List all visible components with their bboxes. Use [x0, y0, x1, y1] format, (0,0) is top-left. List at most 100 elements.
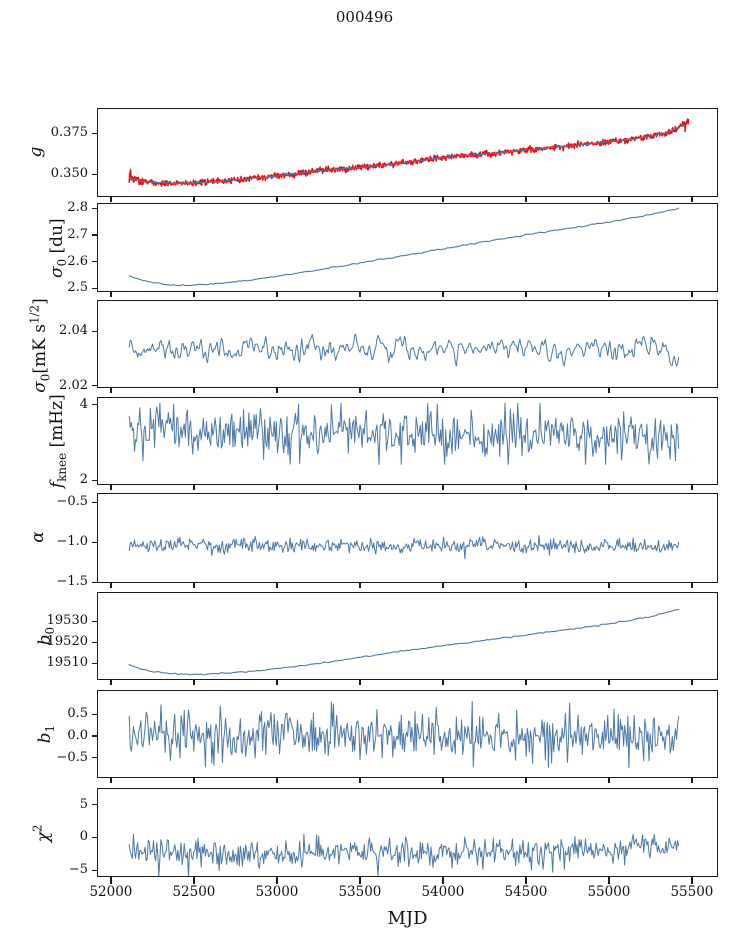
x-tick-mark — [193, 778, 195, 783]
x-tick-mark — [442, 583, 444, 588]
x-tick-mark — [525, 485, 527, 490]
x-tick-mark — [525, 680, 527, 685]
y-tick-label: 0.5 — [67, 706, 88, 722]
sigma0-du-series-canvas — [98, 204, 717, 291]
y-tick-label: −5 — [68, 862, 88, 878]
x-tick-mark — [276, 778, 278, 783]
x-tick-mark — [525, 197, 527, 202]
x-tick-mark — [276, 583, 278, 588]
y-tick-mark — [92, 869, 97, 871]
y-tick-mark — [92, 501, 97, 503]
x-tick-mark — [691, 877, 693, 884]
plot-title: 000496 — [335, 8, 394, 26]
b1-series-canvas — [98, 691, 717, 777]
y-tick-mark — [92, 804, 97, 806]
y-tick-mark — [92, 836, 97, 839]
y-tick-mark — [92, 479, 97, 481]
b0-series-canvas — [98, 593, 717, 679]
x-tick-mark — [276, 485, 278, 490]
y-tick-label: −1.0 — [56, 534, 88, 549]
y-tick-label: 2 — [79, 472, 88, 488]
y-tick-mark — [92, 757, 97, 759]
x-tick-mark — [359, 197, 361, 202]
x-tick-mark — [276, 292, 278, 297]
y-tick-label: 19510 — [46, 655, 88, 671]
x-tick-mark — [110, 680, 112, 685]
panel-sigma0-mks — [97, 300, 718, 388]
x-tick-mark — [276, 877, 278, 884]
x-tick-mark — [193, 680, 195, 685]
x-axis-label: MJD — [387, 908, 428, 929]
x-tick-mark — [193, 292, 195, 297]
x-tick-mark — [276, 197, 278, 202]
x-tick-mark — [359, 388, 361, 393]
x-tick-mark — [691, 680, 693, 685]
x-tick-mark — [359, 778, 361, 783]
x-tick-mark — [276, 680, 278, 685]
x-tick-mark — [525, 292, 527, 297]
y-tick-label: 0.350 — [50, 166, 88, 182]
x-tick-mark — [110, 778, 112, 783]
y-tick-label: −1.5 — [56, 574, 88, 589]
panel-fknee — [97, 397, 718, 485]
x-tick-mark — [442, 197, 444, 202]
y-tick-label: 2.04 — [59, 323, 88, 339]
panel-sigma0-du — [97, 203, 718, 292]
alpha-series-canvas — [98, 494, 717, 582]
x-tick-mark — [359, 877, 361, 884]
x-tick-mark — [442, 388, 444, 393]
x-tick-mark — [691, 292, 693, 297]
x-tick-mark — [608, 292, 610, 297]
y-tick-mark — [92, 173, 97, 175]
y-tick-label: 0.375 — [50, 125, 88, 141]
y-tick-mark — [92, 132, 97, 135]
x-tick-mark — [359, 680, 361, 685]
y-tick-mark — [92, 330, 97, 332]
x-tick-mark — [110, 485, 112, 490]
x-tick-mark — [691, 388, 693, 393]
x-tick-mark — [276, 388, 278, 393]
x-tick-mark — [608, 388, 610, 393]
y-tick-label: −0.5 — [56, 749, 88, 765]
x-tick-mark — [442, 680, 444, 685]
x-tick-mark — [442, 778, 444, 783]
x-tick-mark — [608, 583, 610, 588]
y-tick-label: 19530 — [46, 613, 88, 629]
y-tick-mark — [92, 385, 97, 387]
g-series-canvas — [98, 109, 717, 196]
x-tick-label: 52000 — [89, 884, 133, 900]
y-tick-mark — [92, 713, 97, 716]
x-tick-mark — [525, 877, 527, 884]
x-tick-mark — [110, 877, 112, 884]
y-tick-label: 2.02 — [59, 377, 88, 393]
x-tick-mark — [110, 388, 112, 393]
x-tick-mark — [193, 485, 195, 490]
y-tick-label: −0.5 — [56, 494, 88, 509]
x-tick-mark — [110, 197, 112, 202]
y-tick-mark — [92, 662, 97, 664]
y-tick-mark — [92, 620, 97, 622]
y-tick-label: 4 — [79, 396, 88, 412]
x-tick-mark — [359, 292, 361, 297]
x-tick-mark — [691, 778, 693, 783]
x-tick-mark — [110, 583, 112, 588]
x-tick-mark — [525, 583, 527, 588]
y-tick-label: 0 — [79, 829, 88, 845]
x-tick-mark — [110, 292, 112, 297]
y-axis-label-token: 1/2 — [27, 304, 42, 325]
y-tick-mark — [92, 261, 97, 263]
y-tick-label: 5 — [79, 796, 88, 812]
x-tick-mark — [608, 778, 610, 783]
sigma0-mks-series-canvas — [98, 301, 717, 387]
x-tick-mark — [193, 197, 195, 202]
x-tick-mark — [359, 485, 361, 490]
x-tick-label: 55500 — [670, 884, 714, 900]
x-tick-mark — [608, 680, 610, 685]
y-tick-label: 2.5 — [67, 280, 88, 296]
x-tick-mark — [193, 583, 195, 588]
y-tick-mark — [92, 541, 97, 543]
y-tick-mark — [92, 287, 97, 290]
y-tick-label: 2.8 — [67, 200, 88, 216]
y-axis-label-token: g — [26, 146, 46, 157]
